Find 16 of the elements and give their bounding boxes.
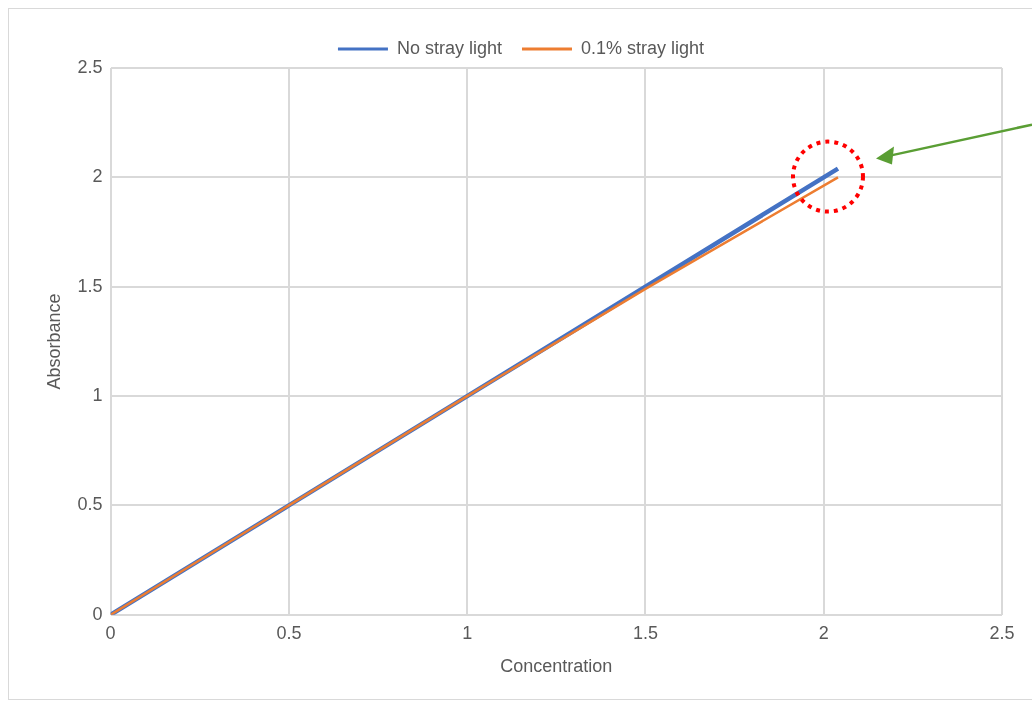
y-axis-title: Absorbance [43,293,64,390]
x-tick-label: 2 [818,622,829,643]
x-tick-label: 2.5 [989,622,1015,643]
x-tick-label: 0 [105,622,116,643]
x-tick-label: 1.5 [632,622,658,643]
y-tick-label: 1 [92,385,103,406]
y-tick-label: 0 [92,603,103,624]
legend-label: 0.1% stray light [580,37,705,58]
x-tick-label: 0.5 [276,622,302,643]
legend-label: No stray light [396,37,502,58]
y-tick-label: 2 [92,166,103,187]
y-tick-label: 2.5 [77,56,103,77]
y-tick-label: 1.5 [77,275,103,296]
y-tick-label: 0.5 [77,494,103,515]
x-axis-title: Concentration [500,656,613,677]
x-tick-label: 1 [462,622,473,643]
